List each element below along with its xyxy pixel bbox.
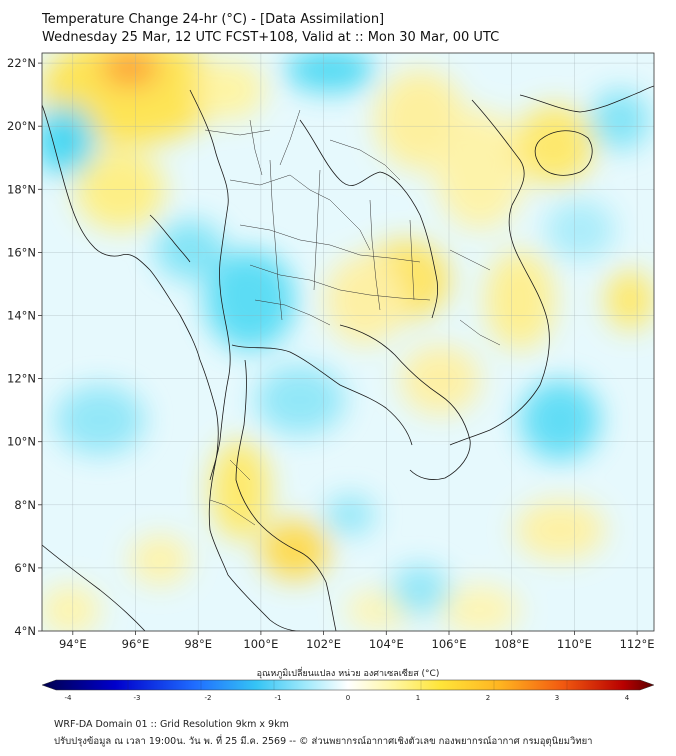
sumatra-coast <box>42 544 146 631</box>
footer-model-info: WRF-DA Domain 01 :: Grid Resolution 9km … <box>54 719 289 730</box>
myanmar-thai-border <box>189 89 231 481</box>
gulf-of-thailand-coast <box>231 344 413 446</box>
lon-label: 102°E <box>306 637 341 651</box>
colorbar-tick: 3 <box>555 694 559 700</box>
colorbar-title: อุณหภูมิเปลี่ยนแปลง หน่วย องศาเซลเซียส (… <box>257 666 440 679</box>
lon-label: 98°E <box>184 637 212 651</box>
colorbar-tick: -4 <box>65 694 73 700</box>
lat-label: 16°N <box>7 245 36 259</box>
lat-label: 12°N <box>7 372 36 386</box>
lat-label: 14°N <box>7 309 36 323</box>
laos-border <box>299 119 439 319</box>
lon-label: 104°E <box>369 637 404 651</box>
lon-label: 112°E <box>620 637 655 651</box>
map-title: Temperature Change 24-hr (°C) - [Data As… <box>42 12 385 27</box>
malay-peninsula <box>227 574 337 631</box>
colorbar-tick: -2 <box>205 694 212 700</box>
cambodia-border <box>339 324 471 480</box>
lat-label: 4°N <box>14 624 36 638</box>
latitude-labels: 4°N 6°N 8°N 10°N 12°N 14°N 16°N 18°N 20°… <box>7 56 36 638</box>
colorbar-tick: 1 <box>416 694 420 700</box>
map-frame <box>41 52 655 632</box>
myanmar-coastline <box>42 104 229 576</box>
lat-label: 18°N <box>7 182 36 196</box>
lon-label: 96°E <box>122 637 150 651</box>
lat-label: 6°N <box>14 561 36 575</box>
colorbar-bar <box>41 679 655 691</box>
temperature-change-map: 94°E 96°E 98°E 100°E 102°E 104°E 106°E 1… <box>7 52 655 700</box>
colorbar: อุณหภูมิเปลี่ยนแปลง หน่วย องศาเซลเซียส (… <box>41 666 655 700</box>
colorbar-tick: 4 <box>625 694 630 700</box>
hainan-island <box>534 130 593 176</box>
lon-label: 106°E <box>432 637 467 651</box>
lat-label: 10°N <box>7 435 36 449</box>
colorbar-tick: -3 <box>134 694 141 700</box>
colorbar-tick: -1 <box>275 694 282 700</box>
map-subtitle: Wednesday 25 Mar, 12 UTC FCST+108, Valid… <box>42 30 500 45</box>
lat-label: 20°N <box>7 119 36 133</box>
longitude-labels: 94°E 96°E 98°E 100°E 102°E 104°E 106°E 1… <box>59 637 655 651</box>
vietnam-coast <box>449 99 550 446</box>
thai-peninsula-east <box>235 359 327 583</box>
colorbar-tick: 2 <box>486 694 490 700</box>
lon-label: 108°E <box>494 637 529 651</box>
irrawaddy-delta <box>149 214 191 263</box>
coastlines-and-borders <box>42 85 654 631</box>
footer-credit: ปรับปรุงข้อมูล ณ เวลา 19:00น. วัน พ. ที่… <box>54 736 593 747</box>
china-coast <box>519 85 654 113</box>
tick-marks <box>38 62 638 635</box>
lon-label: 100°E <box>243 637 278 651</box>
lon-label: 94°E <box>59 637 87 651</box>
temperature-field <box>42 53 654 631</box>
colorbar-tick: 0 <box>346 694 350 700</box>
lat-label: 22°N <box>7 56 36 70</box>
lon-label: 110°E <box>557 637 592 651</box>
lat-label: 8°N <box>14 498 36 512</box>
